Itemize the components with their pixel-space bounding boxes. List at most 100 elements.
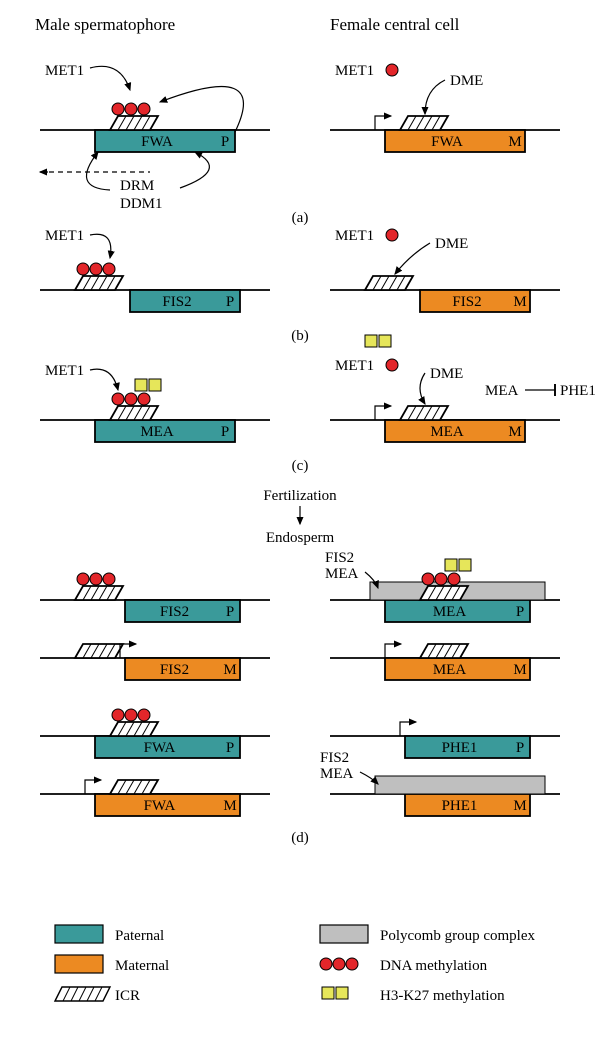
panel-letter-d: (d) (291, 830, 309, 846)
mea-ptr-2: MEA (320, 766, 354, 782)
allele-label: M (508, 424, 521, 440)
drm-label: DRM (120, 178, 154, 194)
methylation-dot (112, 709, 124, 721)
gene-label: FIS2 (452, 294, 481, 310)
methylation-dot (103, 573, 115, 585)
methylation-dot (435, 573, 447, 585)
met1-dot-b (386, 229, 398, 241)
methylation-dot (90, 263, 102, 275)
met1-b-label: MET1 (45, 228, 84, 244)
allele-label: P (516, 604, 524, 620)
methylation-dot (112, 393, 124, 405)
icr-box (400, 116, 448, 130)
allele-label: M (223, 798, 236, 814)
allele-label: P (226, 740, 234, 756)
legend-dna-meth: DNA methylation (380, 958, 488, 974)
legend-h3k27: H3-K27 methylation (380, 988, 505, 1004)
met1-cr-label: MET1 (335, 358, 374, 374)
h3k27-square (459, 559, 471, 571)
dme-b-label: DME (435, 236, 468, 252)
h3k27-square (336, 987, 348, 999)
methylation-dot (333, 958, 345, 970)
panel-letter-b: (b) (291, 328, 309, 344)
h3k27-square (365, 335, 377, 347)
methylation-dot (125, 393, 137, 405)
icr-box (420, 644, 468, 658)
panel-letter-c: (c) (292, 458, 309, 474)
icr-box (365, 276, 413, 290)
icr-box (110, 780, 158, 794)
icr-box (110, 722, 158, 736)
icr-box (75, 276, 123, 290)
icr-box (420, 586, 468, 600)
gene-label: FWA (431, 134, 463, 150)
allele-label: P (516, 740, 524, 756)
methylation-dot (422, 573, 434, 585)
gene-label: FWA (144, 798, 176, 814)
legend-maternal: Maternal (115, 958, 169, 974)
icr-box (400, 406, 448, 420)
allele-label: M (223, 662, 236, 678)
dme-c-label: DME (430, 366, 463, 382)
legend-maternal-swatch (55, 955, 103, 973)
icr-box (110, 406, 158, 420)
fis2-ptr: FIS2 (325, 550, 354, 566)
h3k27-square (379, 335, 391, 347)
legend-polycomb: Polycomb group complex (380, 928, 535, 944)
methylation-dot (138, 709, 150, 721)
h3k27-square (149, 379, 161, 391)
methylation-dot (112, 103, 124, 115)
mea-inhib-label: MEA (485, 383, 519, 399)
methylation-dot (125, 709, 137, 721)
gene-label: MEA (430, 424, 464, 440)
allele-label: P (226, 294, 234, 310)
methylation-dot (90, 573, 102, 585)
icr-box (110, 116, 158, 130)
met1-c-label: MET1 (45, 363, 84, 379)
met1-dot-c (386, 359, 398, 371)
gene-label: FWA (144, 740, 176, 756)
h3k27-square (322, 987, 334, 999)
allele-label: P (221, 134, 229, 150)
methylation-dot (448, 573, 460, 585)
methylation-dot (138, 393, 150, 405)
gene-label: FIS2 (160, 604, 189, 620)
methylation-dot (103, 263, 115, 275)
polycomb-box-2 (375, 776, 545, 794)
fert-label: Fertilization (263, 488, 337, 504)
methylation-dot (138, 103, 150, 115)
allele-label: M (513, 662, 526, 678)
allele-label: M (513, 294, 526, 310)
mea-ptr: MEA (325, 566, 359, 582)
header-right: Female central cell (330, 15, 460, 34)
methylation-dot (346, 958, 358, 970)
phe1-inhib-label: PHE1 (560, 383, 596, 399)
gene-label: FIS2 (160, 662, 189, 678)
allele-label: M (508, 134, 521, 150)
gene-label: MEA (140, 424, 174, 440)
icr-box (75, 586, 123, 600)
dme-label: DME (450, 73, 483, 89)
gene-label: PHE1 (442, 798, 478, 814)
endo-label: Endosperm (266, 530, 335, 546)
allele-label: P (221, 424, 229, 440)
allele-label: P (226, 604, 234, 620)
legend-paternal: Paternal (115, 928, 164, 944)
panel-letter-a: (a) (292, 210, 309, 226)
gene-label: FWA (141, 134, 173, 150)
met1-r-label: MET1 (335, 63, 374, 79)
gene-label: FIS2 (162, 294, 191, 310)
allele-label: M (513, 798, 526, 814)
legend-icr: ICR (115, 988, 140, 1004)
legend-polycomb-swatch (320, 925, 368, 943)
fis2-ptr-2: FIS2 (320, 750, 349, 766)
methylation-dot (77, 573, 89, 585)
met1-br-label: MET1 (335, 228, 374, 244)
h3k27-square (135, 379, 147, 391)
gene-label: MEA (433, 662, 467, 678)
h3k27-square (445, 559, 457, 571)
methylation-dot (77, 263, 89, 275)
methylation-dot (320, 958, 332, 970)
met1-dot (386, 64, 398, 76)
methylation-dot (125, 103, 137, 115)
